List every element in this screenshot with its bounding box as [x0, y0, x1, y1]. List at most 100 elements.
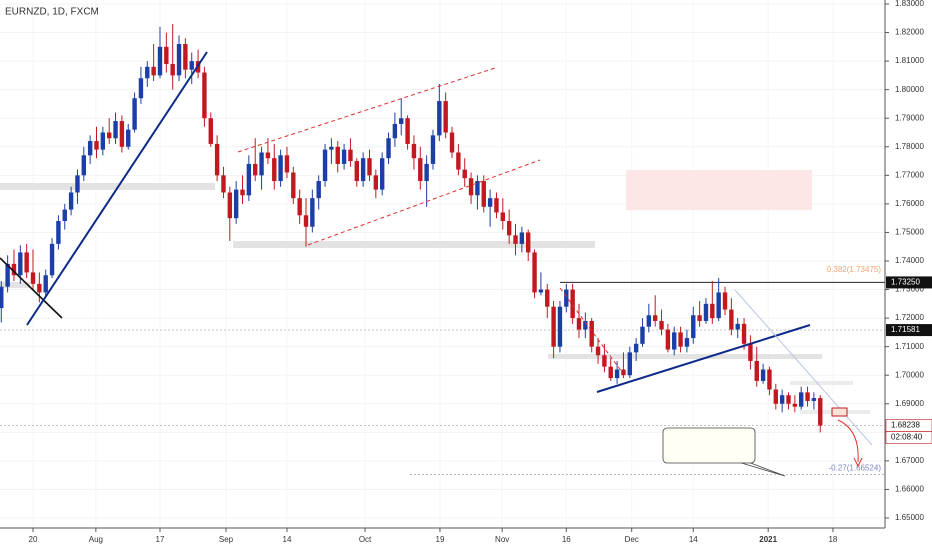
candle-body [113, 121, 118, 139]
candle-body [138, 78, 144, 99]
candle-body [303, 215, 309, 227]
candle-body [360, 158, 366, 182]
candle-body [11, 263, 17, 276]
candle-body [151, 66, 156, 76]
x-tick-label: Aug [89, 535, 103, 544]
x-tick-label: 20 [29, 535, 38, 544]
candle-body [322, 149, 328, 182]
candle-body [214, 143, 220, 176]
candle-body [570, 289, 575, 319]
trend-line [26, 51, 208, 326]
candle-body [576, 318, 582, 330]
zone [233, 241, 595, 248]
candle-body [157, 46, 163, 76]
candle-body [748, 343, 753, 361]
candle-body [132, 98, 137, 130]
candle-body [481, 181, 486, 207]
candle-body [240, 189, 245, 196]
candle-body [716, 292, 721, 319]
candle-body [621, 369, 626, 376]
trend-line [0, 257, 63, 319]
guide-line [734, 289, 873, 446]
marker-box [831, 407, 848, 417]
candle-body [538, 289, 544, 293]
y-tick-label: 1.67000 [895, 456, 924, 465]
y-tick-label: 1.76000 [895, 199, 924, 208]
candle-body [278, 155, 283, 182]
candle-body [399, 118, 404, 124]
candle-body [583, 320, 588, 330]
drawings [0, 51, 873, 477]
candle-body [386, 138, 391, 159]
candle-body [456, 152, 461, 170]
grid [0, 3, 885, 519]
y-tick-label: 1.83000 [895, 0, 924, 8]
candle-body [284, 155, 290, 173]
candle-body [145, 66, 150, 79]
candle-body [722, 292, 728, 310]
callout-tail [737, 461, 786, 477]
candle-body [729, 309, 734, 330]
y-tick-label: 1.65000 [895, 513, 924, 522]
candle-body [532, 252, 537, 293]
y-tick-label: 1.66000 [895, 485, 924, 494]
candle-body [62, 209, 67, 222]
candle-body [68, 192, 74, 210]
candle-body [405, 118, 410, 144]
zone [548, 354, 822, 359]
candle-body [0, 286, 4, 309]
y-tick-label: 1.72000 [895, 313, 924, 322]
candle-body [265, 152, 271, 159]
x-tick-label: 17 [156, 535, 165, 544]
candle-body [805, 392, 810, 401]
channel-line [237, 67, 496, 153]
candle-body [316, 181, 321, 199]
candle-body [494, 198, 499, 213]
candle-body [602, 355, 607, 367]
candle-body [367, 158, 372, 176]
candle-body [678, 332, 683, 347]
trend-line [596, 324, 811, 393]
candle-body [348, 149, 353, 162]
chart-title: EURNZD, 1D, FXCM [5, 7, 99, 18]
candle-body [379, 158, 385, 190]
candle-body [24, 252, 29, 273]
price-box-label: 1.73250 [891, 278, 920, 287]
candle-body [202, 72, 207, 119]
candle-body [424, 163, 429, 182]
candle-body [418, 158, 423, 182]
candle-body [170, 63, 175, 76]
candle-body [468, 178, 474, 196]
candle-body [176, 43, 182, 76]
candle-body [297, 198, 302, 216]
candle-body [37, 283, 42, 293]
axes: 1.650001.660001.670001.680001.690001.700… [29, 0, 932, 544]
candle-body [253, 163, 258, 176]
candle-body [767, 369, 772, 390]
x-tick-label: 14 [689, 535, 698, 544]
candle-body [500, 212, 506, 222]
candle-body [652, 315, 658, 321]
y-tick-label: 1.70000 [895, 370, 924, 379]
candle-body [411, 143, 417, 159]
candle-body [691, 315, 696, 339]
candle-body [189, 61, 194, 70]
y-tick-label: 1.71000 [895, 342, 924, 351]
candle-body [310, 198, 315, 227]
candle-body [87, 141, 93, 156]
candle-body [164, 46, 169, 64]
x-tick-label: Oct [359, 535, 372, 544]
candle-body [437, 101, 442, 136]
candle-body [43, 275, 48, 293]
x-tick-label: Sep [219, 535, 234, 544]
candle-body [564, 289, 569, 307]
candle-body [545, 289, 550, 307]
x-tick-label: 18 [828, 535, 837, 544]
candle-body [786, 395, 791, 404]
candle-body [30, 272, 36, 284]
candle-body [703, 303, 709, 321]
candle-body [627, 352, 632, 376]
candle-body [106, 132, 112, 139]
